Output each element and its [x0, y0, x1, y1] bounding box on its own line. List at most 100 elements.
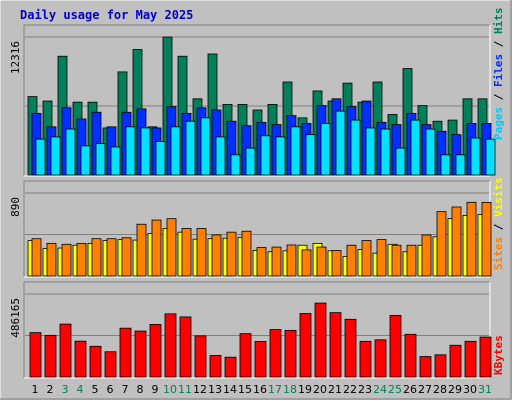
- bar-sites-day-10: [166, 218, 177, 277]
- day-label-27: 27: [418, 383, 432, 396]
- bar-sites-day-20: [316, 246, 327, 277]
- bar-pages-day-30: [470, 137, 481, 176]
- bar-sites-day-1: [31, 238, 42, 277]
- day-label-23: 23: [358, 383, 372, 396]
- legend-entry: Visits: [492, 177, 505, 217]
- bar-kbytes-day-12: [194, 335, 207, 378]
- day-label-19: 19: [298, 383, 312, 396]
- bar-sites-day-6: [106, 238, 117, 277]
- day-label-20: 20: [313, 383, 327, 396]
- day-label-14: 14: [223, 383, 237, 396]
- day-label-16: 16: [253, 383, 267, 396]
- bar-sites-day-27: [421, 234, 432, 277]
- day-label-15: 15: [238, 383, 252, 396]
- bar-sites-day-30: [466, 201, 477, 277]
- bar-sites-day-8: [136, 223, 147, 277]
- bar-kbytes-day-7: [119, 327, 132, 378]
- bar-sites-day-19: [301, 249, 312, 277]
- bar-kbytes-day-20: [314, 302, 327, 378]
- bar-pages-day-2: [50, 136, 61, 176]
- bar-pages-day-22: [350, 119, 361, 176]
- bar-pages-day-16: [260, 135, 271, 176]
- day-label-3: 3: [62, 383, 69, 396]
- bar-pages-day-18: [290, 126, 301, 176]
- bar-sites-day-7: [121, 237, 132, 277]
- bar-pages-day-9: [155, 140, 166, 176]
- legend-entry: KBytes: [492, 335, 505, 375]
- bar-sites-day-4: [76, 242, 87, 277]
- bar-kbytes-day-6: [104, 351, 117, 378]
- bar-pages-day-29: [455, 154, 466, 176]
- legend-entry: Hits: [492, 8, 505, 35]
- bar-sites-day-11: [181, 228, 192, 277]
- day-label-5: 5: [92, 383, 99, 396]
- bar-sites-day-14: [226, 231, 237, 277]
- bar-pages-day-31: [485, 138, 496, 176]
- day-label-6: 6: [107, 383, 114, 396]
- day-label-28: 28: [433, 383, 447, 396]
- bar-kbytes-day-18: [284, 329, 297, 378]
- chart-title: Daily usage for May 2025: [20, 8, 193, 22]
- bar-kbytes-day-2: [44, 334, 57, 378]
- day-label-8: 8: [137, 383, 144, 396]
- legend-hits-files-pages: Pages / Files / Hits: [492, 8, 505, 141]
- bar-kbytes-day-31: [479, 336, 492, 378]
- bar-kbytes-day-13: [209, 355, 222, 378]
- bar-kbytes-day-17: [269, 329, 282, 378]
- day-label-10: 10: [163, 383, 177, 396]
- bar-kbytes-day-26: [404, 333, 417, 378]
- bar-sites-day-31: [481, 201, 492, 277]
- day-label-11: 11: [178, 383, 192, 396]
- day-label-25: 25: [388, 383, 402, 396]
- bar-pages-day-1: [35, 138, 46, 176]
- bar-sites-day-29: [451, 206, 462, 277]
- bar-sites-day-16: [256, 247, 267, 277]
- bar-pages-day-25: [395, 147, 406, 176]
- legend-entry: /: [492, 34, 505, 54]
- bar-sites-day-9: [151, 219, 162, 277]
- legend-entry: Files: [492, 54, 505, 87]
- bar-kbytes-day-8: [134, 330, 147, 378]
- y-max-label: 12316: [9, 41, 22, 74]
- day-label-2: 2: [47, 383, 54, 396]
- bar-kbytes-day-24: [374, 339, 387, 378]
- bar-kbytes-day-29: [449, 344, 462, 378]
- bar-sites-day-26: [406, 244, 417, 277]
- bar-pages-day-19: [305, 134, 316, 176]
- day-label-1: 1: [32, 383, 39, 396]
- bar-sites-day-15: [241, 230, 252, 277]
- bar-kbytes-day-4: [74, 340, 87, 378]
- bar-pages-day-17: [275, 136, 286, 176]
- panel-kbytes: 486165 KBytes: [9, 281, 505, 379]
- day-label-26: 26: [403, 383, 417, 396]
- bar-pages-day-24: [380, 128, 391, 176]
- bar-sites-day-28: [436, 211, 447, 277]
- day-label-31: 31: [478, 383, 492, 396]
- bar-pages-day-21: [335, 110, 346, 176]
- legend-visits-sites: Sites / Visits: [492, 177, 505, 270]
- bar-pages-day-7: [125, 126, 136, 176]
- bar-pages-day-5: [95, 143, 106, 176]
- day-label-12: 12: [193, 383, 207, 396]
- bar-sites-day-17: [271, 246, 282, 277]
- bar-pages-day-26: [410, 119, 421, 176]
- bar-kbytes-day-9: [149, 324, 162, 378]
- day-label-9: 9: [152, 383, 159, 396]
- day-label-13: 13: [208, 383, 222, 396]
- day-label-4: 4: [77, 383, 84, 396]
- day-label-22: 22: [343, 383, 357, 396]
- y-max-label: 486165: [9, 298, 22, 338]
- bar-pages-day-27: [425, 128, 436, 176]
- legend-kbytes: KBytes: [492, 335, 505, 375]
- day-label-29: 29: [448, 383, 462, 396]
- bar-kbytes-day-30: [464, 340, 477, 378]
- bar-pages-day-8: [140, 127, 151, 176]
- bar-pages-day-11: [185, 120, 196, 176]
- bar-sites-day-22: [346, 244, 357, 277]
- legend-entry: Sites: [492, 237, 505, 270]
- bar-kbytes-day-10: [164, 313, 177, 378]
- bar-pages-day-6: [110, 146, 121, 176]
- bar-kbytes-day-27: [419, 356, 432, 378]
- bar-kbytes-day-1: [29, 332, 42, 378]
- bar-pages-day-12: [200, 117, 211, 176]
